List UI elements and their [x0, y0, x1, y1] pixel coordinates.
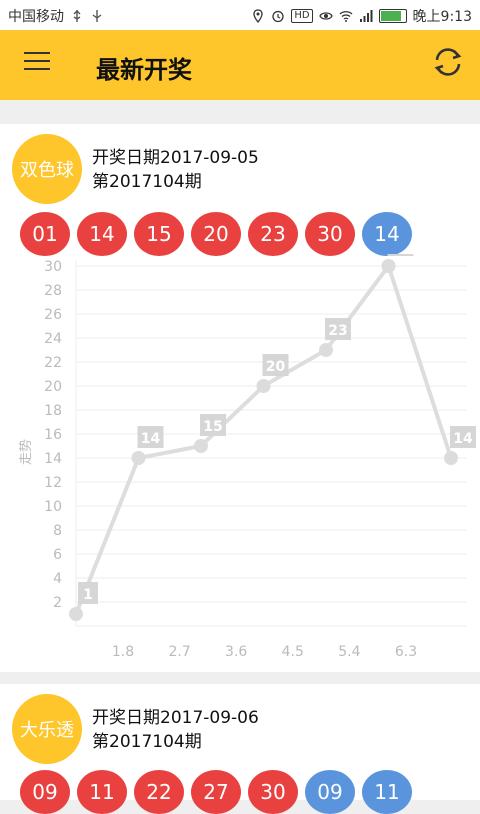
y-tick-label: 24 — [44, 331, 62, 347]
eye-icon — [318, 12, 333, 20]
data-point — [69, 607, 83, 621]
red-ball: 15 — [134, 212, 184, 256]
red-ball: 11 — [77, 770, 127, 814]
y-tick-label: 28 — [44, 283, 62, 299]
blue-ball: 11 — [362, 770, 412, 814]
app-toolbar: 最新开奖 — [0, 30, 480, 100]
ball-row: 01 14 15 20 23 30 14 — [20, 212, 412, 256]
draw-issue: 第2017104期 — [92, 172, 202, 192]
data-label-box — [325, 318, 351, 340]
draw-date: 开奖日期2017-09-05 — [92, 148, 259, 168]
status-bar: 中国移动 HD 晚上9:13 — [0, 0, 480, 30]
carrier-label: 中国移动 — [8, 9, 64, 25]
trend-line — [74, 261, 453, 615]
data-label: 23 — [328, 323, 347, 339]
usb-icon — [73, 10, 81, 22]
clock-label: 晚上9:13 — [412, 9, 472, 25]
data-label-box — [450, 426, 476, 448]
data-label: 14 — [453, 431, 473, 447]
draw-date: 开奖日期2017-09-06 — [92, 708, 259, 728]
draw-issue: 第2017104期 — [92, 732, 202, 752]
lottery-logo: 双色球 — [12, 134, 82, 204]
data-point — [131, 451, 146, 465]
y-axis-label: 走势 — [18, 439, 34, 465]
y-tick-label: 12 — [44, 475, 62, 491]
refresh-icon[interactable] — [430, 44, 466, 80]
wifi-icon — [339, 11, 353, 22]
x-tick-label: 3.6 — [225, 644, 247, 660]
red-ball: 22 — [134, 770, 184, 814]
signal-icon — [359, 10, 373, 22]
red-ball: 27 — [191, 770, 241, 814]
data-point — [444, 451, 458, 465]
data-label-box — [137, 426, 164, 448]
red-ball: 01 — [20, 212, 70, 256]
ball-row: 09 11 22 27 30 09 11 — [20, 770, 412, 814]
data-label: 1 — [83, 587, 93, 603]
red-ball: 23 — [248, 212, 298, 256]
battery-icon — [378, 9, 407, 23]
y-tick-label: 6 — [53, 547, 62, 563]
x-tick-label: 4.5 — [282, 644, 304, 660]
data-label-box — [78, 582, 98, 604]
data-label: 14 — [141, 431, 161, 447]
blue-ball: 14 — [362, 212, 412, 256]
x-tick-label: 5.4 — [338, 644, 360, 660]
draw-card-dlt[interactable]: 大乐透 开奖日期2017-09-06 第2017104期 09 11 22 27… — [0, 684, 480, 814]
usb-debug-icon — [92, 10, 102, 22]
red-ball: 09 — [20, 770, 70, 814]
lottery-logo: 大乐透 — [12, 694, 82, 764]
data-point — [319, 343, 333, 357]
alarm-icon — [272, 10, 284, 23]
location-icon — [253, 9, 263, 23]
y-tick-label: 10 — [44, 499, 62, 515]
hd-icon: HD — [291, 9, 313, 23]
y-tick-label: 20 — [44, 379, 62, 395]
data-label: 15 — [203, 419, 222, 435]
page-title: 最新开奖 — [96, 56, 192, 84]
y-tick-label: 4 — [53, 571, 62, 587]
x-tick-label: 2.7 — [168, 644, 190, 660]
red-ball: 14 — [77, 212, 127, 256]
data-label: 30 — [391, 254, 411, 255]
data-label-box — [262, 354, 289, 376]
y-tick-label: 16 — [44, 427, 62, 443]
y-tick-label: 14 — [44, 451, 62, 467]
y-tick-label: 22 — [44, 355, 62, 371]
x-tick-label: 6.3 — [395, 644, 417, 660]
menu-icon[interactable] — [24, 52, 50, 72]
data-label-box — [200, 414, 226, 436]
red-ball: 20 — [191, 212, 241, 256]
y-tick-label: 2 — [53, 595, 62, 611]
y-tick-label: 18 — [44, 403, 62, 419]
data-point — [256, 379, 271, 393]
blue-ball: 09 — [305, 770, 355, 814]
red-ball: 30 — [305, 212, 355, 256]
data-label: 20 — [266, 359, 286, 375]
red-ball: 30 — [248, 770, 298, 814]
data-point — [381, 259, 396, 273]
x-tick-label: 1.8 — [112, 644, 134, 660]
data-point — [194, 439, 208, 453]
y-tick-label: 8 — [53, 523, 62, 539]
y-tick-label: 30 — [44, 259, 62, 275]
y-tick-label: 26 — [44, 307, 62, 323]
draw-card-ssq[interactable]: 双色球 开奖日期2017-09-05 第2017104期 01 14 15 20… — [0, 124, 480, 672]
data-label-box — [387, 254, 414, 256]
